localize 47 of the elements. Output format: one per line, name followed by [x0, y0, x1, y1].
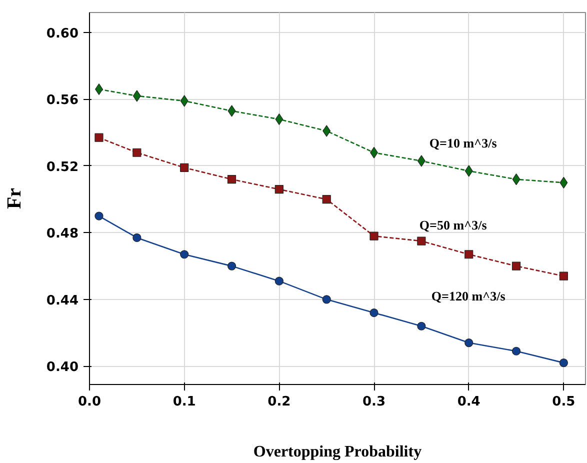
point	[559, 358, 568, 368]
point	[132, 90, 141, 102]
point	[417, 155, 426, 167]
point	[560, 176, 568, 188]
point	[180, 95, 188, 107]
point	[132, 148, 142, 157]
point	[417, 236, 426, 246]
point	[512, 174, 520, 186]
point	[274, 185, 284, 194]
x-axis-title: Overtopping Probability	[253, 444, 422, 460]
point	[180, 250, 189, 259]
point	[228, 105, 236, 117]
point	[417, 322, 426, 330]
point	[322, 125, 331, 137]
y-tick-label: 0.60	[46, 26, 79, 42]
y-tick-label: 0.56	[46, 93, 79, 108]
y-tick-label: 0.48	[46, 226, 79, 242]
point	[370, 308, 378, 318]
point	[227, 262, 236, 270]
point	[512, 346, 521, 356]
point	[94, 133, 104, 142]
series-label: Q=50 m^3/s	[419, 218, 487, 233]
series-label: Q=10 m^3/s	[429, 135, 497, 150]
point	[464, 250, 474, 259]
point	[132, 233, 142, 242]
point	[464, 165, 473, 177]
point	[94, 212, 104, 220]
x-tick-label: 0.5	[552, 394, 576, 410]
point	[274, 276, 284, 286]
x-tick-label: 0.2	[268, 394, 291, 410]
point	[322, 295, 331, 304]
point	[559, 272, 568, 280]
x-tick-label: 0.0	[78, 394, 102, 410]
series-label: Q=120 m^3/s	[431, 288, 506, 304]
x-tick-label: 0.1	[172, 394, 196, 410]
y-tick-label: 0.40	[46, 360, 79, 376]
point	[370, 232, 378, 240]
y-tick-label: 0.52	[46, 160, 79, 175]
x-tick-label: 0.3	[362, 394, 386, 410]
y-tick-label: 0.44	[46, 293, 79, 308]
y-axis-title: Fr	[3, 188, 26, 210]
point	[512, 262, 521, 270]
point	[322, 195, 331, 204]
point	[227, 175, 236, 184]
point	[464, 338, 474, 348]
point	[180, 163, 189, 172]
x-tick-label: 0.4	[457, 394, 480, 410]
